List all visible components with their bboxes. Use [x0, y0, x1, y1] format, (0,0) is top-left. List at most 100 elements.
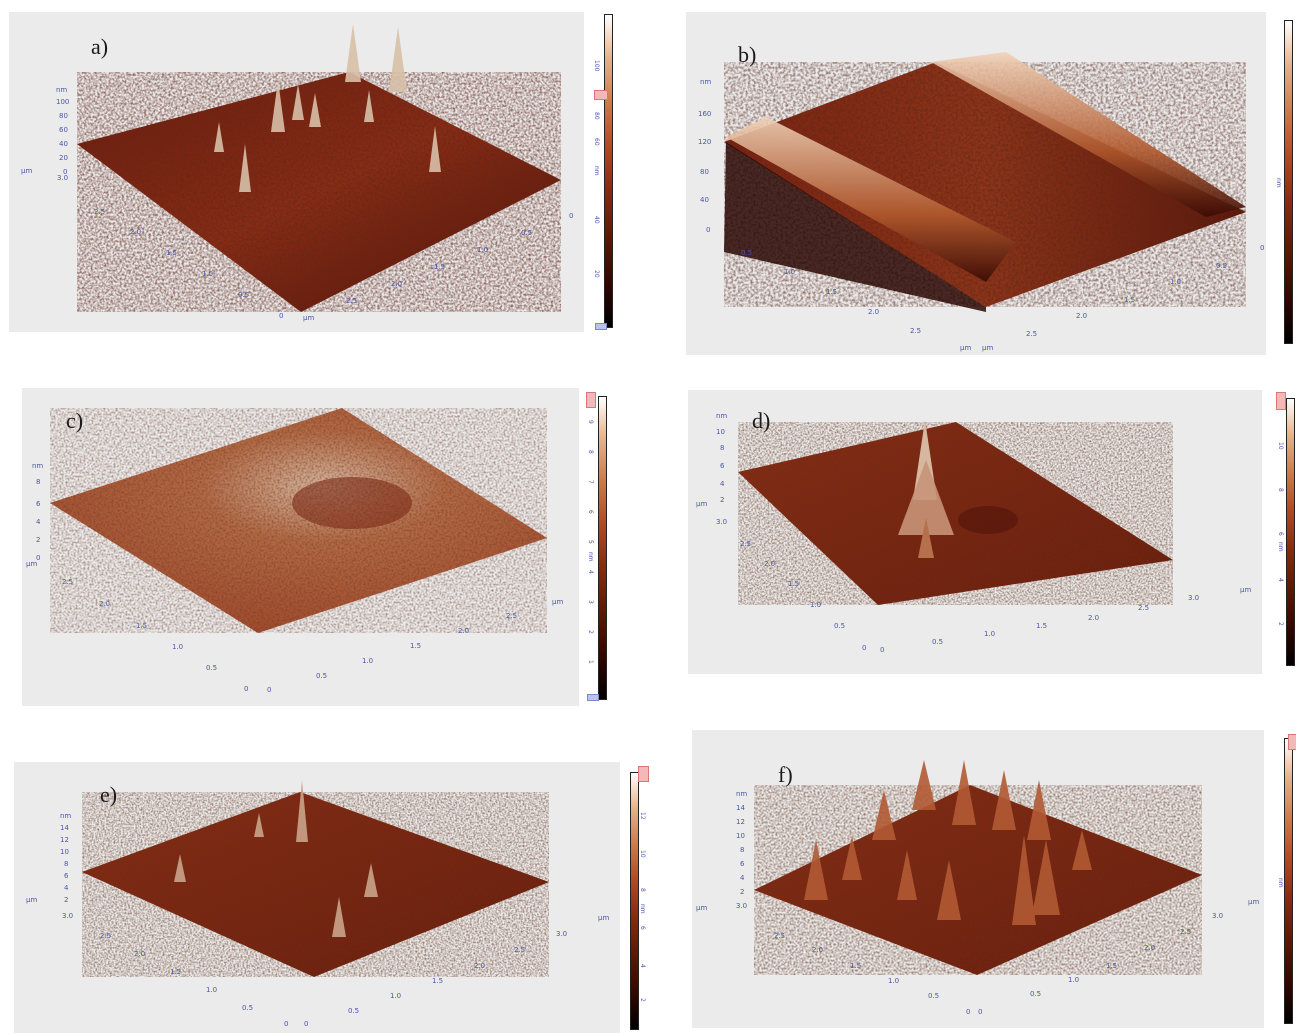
z-tick-f-4: 6 [740, 860, 745, 868]
left-tick-a-0: 2.5 [94, 208, 106, 216]
z-tick-e-0: 14 [60, 824, 69, 832]
afm-surface-c [50, 408, 547, 633]
z-unit-c: nm [32, 462, 44, 470]
right-tick-e-3: 1.5 [432, 977, 444, 985]
right-tick-f-6: 3.0 [1212, 912, 1224, 920]
afm-surface-e [82, 780, 549, 977]
z-tick-b-1: 120 [698, 138, 712, 146]
right-unit-c: µm [552, 598, 564, 606]
cbar-tick-a-2: 60 [593, 138, 600, 146]
left-tick-e-2: 1.5 [170, 968, 182, 976]
cbar-tick-e-5: 2 [639, 998, 646, 1002]
right-tick-b-0: 2.5 [1026, 330, 1038, 338]
afm-panel-d: d) nm 10 8 6 4 2 3.0 µm 2.5 2.0 1.5 1.0 … [688, 390, 1262, 674]
cbar-tick-c-1: 8 [587, 450, 594, 454]
cbar-tick-d-2: 6 [1277, 532, 1284, 536]
left-tick-f-2: 1.5 [850, 962, 862, 970]
left-tick-c-3: 1.0 [172, 643, 184, 651]
left-tick-d-1: 2.0 [764, 560, 776, 568]
colorbar-marker-d [1276, 392, 1286, 410]
cbar-tick-a-0: 100 [593, 60, 600, 72]
right-tick-e-5: 2.5 [514, 946, 526, 954]
cbar-unit-a: nm [593, 166, 600, 176]
colorbar-f: nm [1276, 734, 1296, 1028]
right-tick-c-3: 1.5 [410, 642, 422, 650]
colorbar-c: 9 8 7 6 5 nm 4 3 2 1 [586, 392, 616, 706]
z-tick-c-1: 6 [36, 500, 41, 508]
cbar-tick-c-4: 5 [587, 540, 594, 544]
right-tick-c-0: 0 [267, 686, 272, 694]
colorbar-gradient-e [630, 772, 639, 1030]
z-tick-e-4: 6 [64, 872, 69, 880]
right-tick-e-0: 0 [304, 1020, 309, 1028]
left-unit-f: µm [696, 904, 708, 912]
z-tick-f-1: 12 [736, 818, 745, 826]
panel-label-a: a) [91, 34, 109, 59]
right-tick-f-5: 2.5 [1180, 928, 1192, 936]
cbar-tick-d-0: 10 [1277, 442, 1284, 450]
z-bottom-f: 3.0 [736, 902, 748, 910]
left-tick-e-4: 0.5 [242, 1004, 254, 1012]
colorbar-d: 10 8 nm 6 4 2 [1276, 392, 1296, 670]
colorbar-marker-e [638, 766, 649, 782]
colorbar-bottom-a [595, 323, 607, 330]
colorbar-bottom-c [587, 694, 599, 701]
left-unit-a: µm [21, 167, 33, 175]
z-tick-d-3: 4 [720, 480, 725, 488]
right-tick-f-1: 0.5 [1030, 990, 1042, 998]
z-tick-b-4: 0 [706, 226, 711, 234]
right-tick-b-1: 2.0 [1076, 312, 1088, 320]
z-unit-a: nm [56, 86, 68, 94]
left-tick-a-2: 1.5 [166, 249, 178, 257]
z-tick-a-3: 40 [59, 140, 68, 148]
cbar-unit-f: nm [1277, 878, 1284, 888]
z-tick-a-4: 20 [59, 154, 68, 162]
afm-panel-e: e) nm 14 12 10 8 6 4 2 3.0 µm 2.5 2.0 1.… [14, 762, 620, 1033]
cbar-tick-a-3: 40 [593, 216, 600, 224]
z-tick-e-6: 2 [64, 896, 69, 904]
z-bottom-e: 3.0 [62, 912, 74, 920]
cbar-tick-e-4: 4 [639, 964, 646, 968]
left-tick-b-2: 1.5 [826, 288, 838, 296]
right-tick-a-1: 2.0 [391, 280, 403, 288]
left-tick-c-2: 1.5 [136, 622, 148, 630]
z-unit-e: nm [60, 812, 72, 820]
z-tick-a-0: 100 [56, 98, 70, 106]
cbar-unit-e: nm [639, 904, 646, 914]
left-tick-d-4: 0.5 [834, 622, 846, 630]
right-tick-f-4: 2.0 [1144, 944, 1156, 952]
cbar-tick-d-4: 2 [1277, 622, 1284, 626]
z-tick-c-0: 8 [36, 478, 41, 486]
z-tick-f-6: 2 [740, 888, 745, 896]
z-tick-d-1: 8 [720, 444, 725, 452]
right-tick-e-4: 2.0 [474, 962, 486, 970]
cbar-tick-d-3: 4 [1277, 578, 1284, 582]
z-unit-f: nm [736, 790, 748, 798]
panel-label-b: b) [738, 42, 757, 67]
left-tick-f-1: 2.0 [812, 946, 824, 954]
left-tick-e-0: 2.5 [100, 932, 112, 940]
left-tick-b-4: 2.5 [910, 327, 922, 335]
right-tick-d-6: 3.0 [1188, 594, 1200, 602]
colorbar-b: nm [1275, 18, 1296, 348]
right-tick-f-3: 1.5 [1106, 962, 1118, 970]
colorbar-gradient-c [598, 396, 607, 700]
panel-label-c: c) [66, 408, 84, 433]
left-tick-a-3: 1.0 [202, 270, 214, 278]
right-tick-a-5: 0 [569, 212, 574, 220]
colorbar-marker-f [1288, 734, 1296, 750]
z-tick-a-1: 80 [59, 112, 68, 120]
colorbar-gradient-f [1284, 738, 1293, 1024]
right-tick-c-4: 2.0 [458, 627, 470, 635]
z-tick-e-3: 8 [64, 860, 69, 868]
z-bottom-a: 3.0 [57, 174, 69, 182]
cbar-tick-e-3: 6 [639, 926, 646, 930]
right-unit-e: µm [598, 914, 610, 922]
left-tick-c-4: 0.5 [206, 664, 218, 672]
left-tick-b-0: 0.5 [741, 249, 753, 257]
left-tick-d-0: 2.5 [740, 540, 752, 548]
left-tick-a-4: 0.5 [238, 291, 250, 299]
cbar-unit-b: nm [1275, 178, 1282, 188]
cbar-tick-e-2: 8 [639, 888, 646, 892]
z-tick-d-2: 6 [720, 462, 725, 470]
